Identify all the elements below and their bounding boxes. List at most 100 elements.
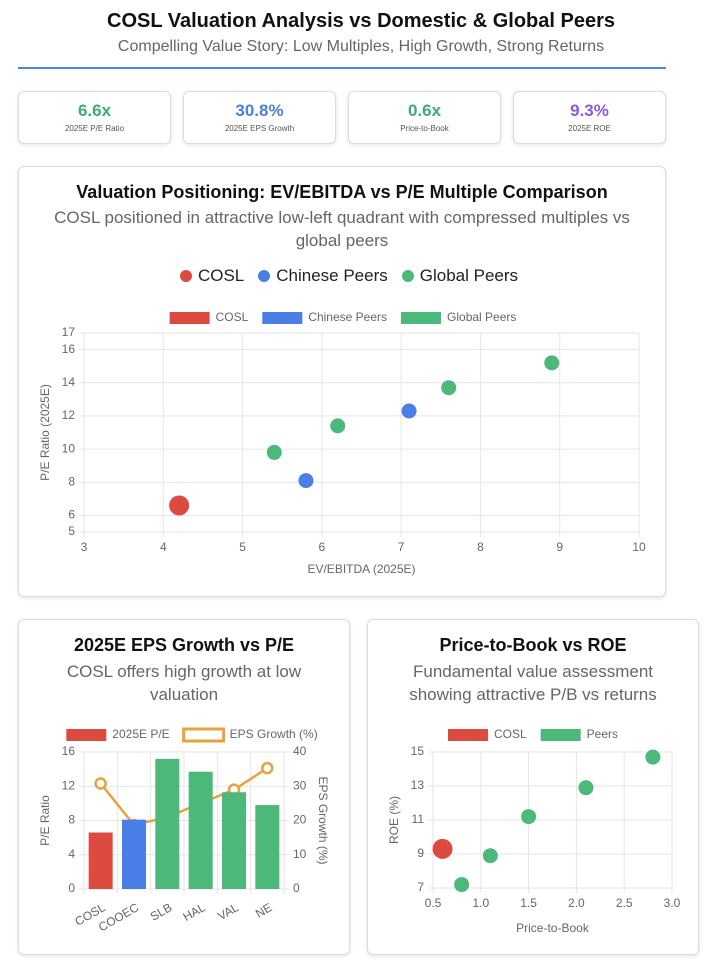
y-tick-label: 11 (412, 812, 425, 826)
y-tick-label: 0 (68, 881, 75, 895)
x-tick-label: 9 (556, 540, 563, 554)
page-title: COSL Valuation Analysis vs Domestic & Gl… (107, 10, 615, 32)
legend: COSL Chinese Peers Global Peers (19, 266, 665, 286)
y2-tick-label: 40 (293, 744, 307, 758)
chart-subtitle: COSL offers high growth at low valuation (66, 662, 302, 704)
legend-swatch (540, 729, 581, 741)
line-series (99, 767, 269, 827)
data-point (521, 809, 537, 825)
kpi-value: 9.3% (570, 101, 609, 120)
legend: 2025E P/E EPS Growth (%) (66, 727, 318, 743)
bar (222, 792, 246, 889)
x-tick-label: 3.0 (664, 896, 681, 910)
legend-label: Global Peers (447, 310, 516, 324)
x-tick-label: 0.5 (425, 896, 442, 910)
legend-swatch (182, 727, 226, 743)
chart-subtitle: COSL positioned in attractive low-left q… (54, 208, 630, 250)
page-subtitle: Compelling Value Story: Low Multiples, H… (117, 38, 605, 55)
data-point (578, 780, 594, 796)
x-tick-label: 2.5 (616, 896, 633, 910)
legend-label: EPS Growth (%) (230, 727, 318, 741)
y-tick-label: 12 (62, 778, 76, 792)
x-tick-label: VAL (215, 900, 241, 923)
x-tick-label: 4 (160, 540, 167, 554)
y-tick-label: 13 (411, 778, 425, 792)
axis-title: EPS Growth (%) (316, 776, 330, 864)
axis-title: P/E Ratio (2025E) (38, 384, 52, 481)
bar (88, 832, 113, 889)
kpi-card: 0.6x Price-to-Book (348, 91, 501, 144)
legend-label: COSL (216, 310, 249, 324)
bar (188, 771, 213, 889)
bar (255, 805, 280, 889)
axis-title: P/E Ratio (38, 795, 52, 846)
kpi-label: 2025E P/E Ratio (64, 124, 125, 133)
x-tick-label: SLB (148, 900, 175, 923)
data-point (454, 877, 470, 893)
chart-title: Price-to-Book vs ROE (439, 635, 627, 655)
chart-title: Valuation Positioning: EV/EBITDA vs P/E … (76, 182, 608, 202)
data-point (330, 418, 346, 434)
axis-title: ROE (%) (387, 796, 401, 844)
legend-label: 2025E P/E (112, 727, 169, 741)
y-tick-label: 4 (68, 847, 75, 861)
y-tick-label: 16 (62, 744, 76, 758)
x-tick-label: 3 (81, 540, 88, 554)
y2-tick-label: 10 (293, 847, 307, 861)
legend-dot (401, 270, 414, 282)
data-point (401, 403, 417, 419)
data-point (482, 848, 498, 864)
y-tick-label: 14 (62, 375, 76, 389)
y-tick-label: 5 (68, 524, 75, 538)
kpi-value: 0.6x (407, 101, 442, 120)
header-rule (18, 67, 666, 69)
data-point (169, 495, 190, 516)
kpi-label: 2025E ROE (568, 124, 611, 133)
legend: COSL Peers (447, 727, 618, 741)
y-tick-label: 7 (417, 880, 424, 894)
legend-label: Chinese Peers (276, 266, 388, 285)
y-tick-label: 15 (411, 744, 425, 758)
legend-dot (258, 270, 271, 282)
x-tick-label: 6 (319, 540, 326, 554)
legend-swatch (169, 312, 210, 324)
axis-title: Price-to-Book (516, 921, 590, 935)
legend-swatch (401, 312, 442, 324)
data-point (298, 473, 314, 489)
data-point (645, 749, 661, 765)
data-point (266, 444, 282, 460)
y-tick-label: 9 (417, 846, 424, 860)
x-tick-label: 8 (477, 540, 484, 554)
kpi-value: 30.8% (235, 101, 284, 120)
bar (155, 758, 180, 889)
kpi-card: 6.6x 2025E P/E Ratio (18, 91, 171, 144)
y-tick-label: 17 (62, 325, 76, 339)
line-point (94, 777, 107, 790)
data-point (441, 380, 457, 396)
legend-label: Peers (587, 727, 618, 741)
y-tick-label: 10 (62, 441, 76, 455)
chart-card: Price-to-Book vs ROE Fundamental value a… (367, 619, 699, 955)
kpi-label: 2025E EPS Growth (224, 124, 295, 133)
chart-card: Valuation Positioning: EV/EBITDA vs P/E … (18, 166, 666, 597)
legend-label: Chinese Peers (308, 310, 387, 324)
legend: COSL Chinese Peers Global Peers (169, 310, 516, 324)
y-tick-label: 6 (68, 508, 75, 522)
legend-dot (179, 270, 192, 282)
kpi-card: 30.8% 2025E EPS Growth (183, 91, 336, 144)
y-tick-label: 8 (68, 813, 75, 827)
legend-swatch (262, 312, 303, 324)
chart-title: 2025E EPS Growth vs P/E (73, 635, 295, 655)
x-tick-label: 5 (239, 540, 246, 554)
x-tick-label: HAL (181, 900, 208, 924)
axis-title: EV/EBITDA (2025E) (307, 562, 415, 576)
x-tick-label: 2.0 (568, 896, 585, 910)
kpi-card: 9.3% 2025E ROE (513, 91, 666, 144)
kpi-value: 6.6x (77, 101, 112, 120)
kpi-label: Price-to-Book (400, 124, 449, 133)
legend-label: Global Peers (419, 266, 519, 285)
bar (122, 819, 146, 889)
y-tick-label: 12 (62, 408, 76, 422)
